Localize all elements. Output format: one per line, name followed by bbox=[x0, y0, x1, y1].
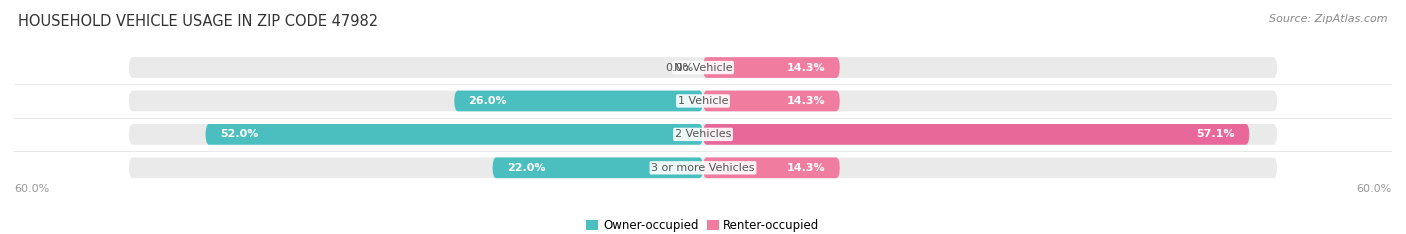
Text: 1 Vehicle: 1 Vehicle bbox=[678, 96, 728, 106]
FancyBboxPatch shape bbox=[205, 124, 703, 145]
Text: 60.0%: 60.0% bbox=[1357, 183, 1392, 194]
FancyBboxPatch shape bbox=[129, 157, 1277, 178]
Text: 14.3%: 14.3% bbox=[787, 62, 825, 73]
Text: 2 Vehicles: 2 Vehicles bbox=[675, 129, 731, 139]
FancyBboxPatch shape bbox=[129, 57, 1277, 78]
Legend: Owner-occupied, Renter-occupied: Owner-occupied, Renter-occupied bbox=[582, 214, 824, 234]
Text: 0.0%: 0.0% bbox=[665, 62, 693, 73]
Text: 52.0%: 52.0% bbox=[219, 129, 259, 139]
FancyBboxPatch shape bbox=[129, 91, 1277, 111]
Text: 26.0%: 26.0% bbox=[468, 96, 508, 106]
FancyBboxPatch shape bbox=[454, 91, 703, 111]
Text: HOUSEHOLD VEHICLE USAGE IN ZIP CODE 47982: HOUSEHOLD VEHICLE USAGE IN ZIP CODE 4798… bbox=[18, 14, 378, 29]
Text: 14.3%: 14.3% bbox=[787, 96, 825, 106]
Text: No Vehicle: No Vehicle bbox=[673, 62, 733, 73]
FancyBboxPatch shape bbox=[492, 157, 703, 178]
Text: 3 or more Vehicles: 3 or more Vehicles bbox=[651, 163, 755, 173]
FancyBboxPatch shape bbox=[703, 57, 839, 78]
FancyBboxPatch shape bbox=[703, 91, 839, 111]
Text: 57.1%: 57.1% bbox=[1197, 129, 1234, 139]
Text: 60.0%: 60.0% bbox=[14, 183, 49, 194]
FancyBboxPatch shape bbox=[703, 124, 1250, 145]
Text: 22.0%: 22.0% bbox=[506, 163, 546, 173]
FancyBboxPatch shape bbox=[129, 124, 1277, 145]
Text: 14.3%: 14.3% bbox=[787, 163, 825, 173]
FancyBboxPatch shape bbox=[703, 157, 839, 178]
Text: Source: ZipAtlas.com: Source: ZipAtlas.com bbox=[1270, 14, 1388, 24]
